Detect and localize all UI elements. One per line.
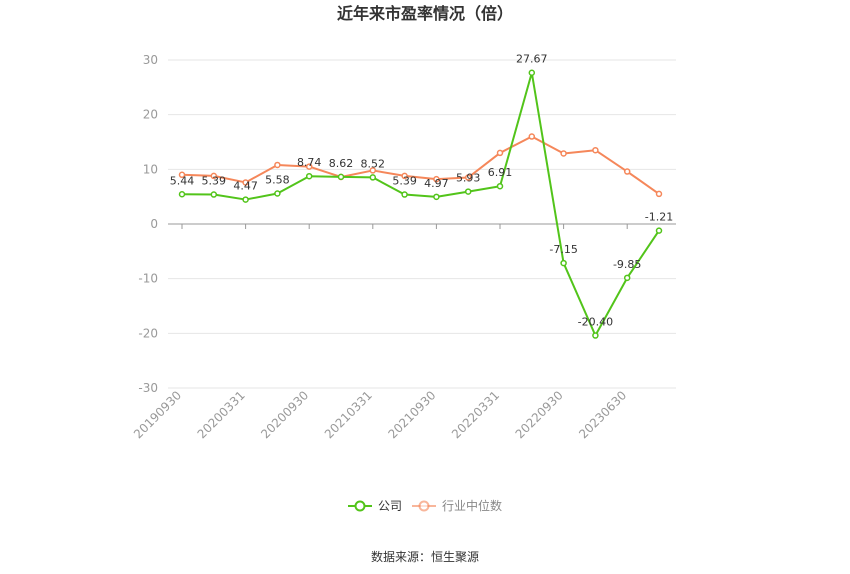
industry-median-point[interactable] — [305, 163, 313, 170]
data-label: 27.67 — [516, 53, 548, 66]
y-tick-label: -30 — [138, 381, 158, 395]
legend-item-company[interactable]: 公司 — [348, 499, 402, 513]
x-tick-label: 20210930 — [385, 388, 438, 441]
data-label: 8.74 — [297, 156, 322, 169]
industry-median-point[interactable] — [210, 172, 218, 180]
y-tick-label: 20 — [143, 108, 158, 122]
data-label: 5.39 — [392, 175, 417, 188]
company-point[interactable] — [242, 196, 249, 203]
x-tick-label: 20220331 — [449, 388, 502, 441]
x-tick-label: 20210331 — [322, 388, 375, 441]
series-layer — [178, 69, 663, 339]
industry-median-point[interactable] — [274, 161, 281, 169]
data-label: -7.15 — [549, 243, 577, 256]
data-label: -1.21 — [645, 211, 673, 224]
data-label: 5.58 — [265, 173, 290, 186]
y-tick-label: 0 — [150, 217, 158, 231]
industry-median-point[interactable] — [401, 172, 408, 180]
legend-label: 公司 — [378, 499, 402, 513]
data-label: 8.62 — [329, 157, 354, 170]
industry-median-point[interactable] — [528, 133, 536, 140]
company-point[interactable] — [592, 332, 599, 339]
company-point[interactable] — [496, 182, 504, 190]
source-note: 数据来源：恒生聚源 — [371, 549, 479, 564]
data-labels: 5.44 5.39 4.47 5.58 8.74 8.62 8.52 5.39 4.97 5.93… — [170, 53, 673, 329]
y-tick-label: 10 — [143, 162, 158, 176]
data-label: -20.40 — [578, 316, 613, 329]
y-tick-label: -20 — [138, 326, 158, 340]
company-point[interactable] — [337, 173, 345, 181]
company-point[interactable] — [655, 227, 663, 234]
x-tick-label: 20230630 — [576, 388, 629, 441]
company-point[interactable] — [369, 174, 377, 181]
industry-median-point[interactable] — [655, 190, 663, 198]
data-label: 8.52 — [361, 157, 386, 170]
data-label: 4.47 — [233, 180, 258, 193]
company-point[interactable] — [305, 172, 313, 180]
data-label: 5.39 — [202, 175, 227, 188]
x-axis: 20190930 20200331 20200930 20210331 20210930… — [131, 224, 629, 441]
industry-median-point[interactable] — [623, 168, 631, 175]
company-point[interactable] — [528, 69, 536, 76]
industry-median-point[interactable] — [178, 171, 186, 179]
legend-marker — [418, 500, 430, 512]
company-point[interactable] — [433, 193, 440, 201]
industry-median-point[interactable] — [242, 179, 249, 186]
data-label: 5.44 — [170, 174, 195, 187]
legend[interactable]: 公司 行业中位数 — [348, 498, 502, 513]
company-point[interactable] — [464, 188, 472, 195]
x-tick-label: 20200930 — [258, 388, 311, 441]
company-point[interactable] — [560, 259, 567, 267]
industry-median-line — [181, 135, 660, 195]
industry-median-point[interactable] — [433, 175, 440, 183]
industry-median-point[interactable] — [592, 146, 599, 154]
legend-item-industry-median[interactable]: 行业中位数 — [412, 498, 502, 513]
legend-marker — [354, 500, 366, 512]
industry-median-point[interactable] — [464, 174, 472, 181]
data-label: 4.97 — [424, 177, 449, 190]
company-point[interactable] — [623, 274, 631, 282]
industry-median-point[interactable] — [496, 149, 504, 157]
data-label: -9.85 — [613, 258, 641, 271]
company-point[interactable] — [274, 190, 281, 197]
x-tick-label: 20190930 — [131, 388, 184, 441]
legend-label: 行业中位数 — [442, 498, 502, 513]
data-label: 5.93 — [456, 172, 481, 185]
industry-median-point[interactable] — [369, 167, 377, 174]
chart-title: 近年来市盈率情况（倍） — [337, 4, 513, 23]
company-point[interactable] — [401, 191, 408, 198]
y-axis: 30 20 10 0 -10 -20 -30 — [138, 53, 158, 395]
industry-median-point[interactable] — [560, 150, 567, 157]
company-line — [181, 71, 660, 337]
y-tick-label: 30 — [143, 53, 158, 67]
y-tick-label: -10 — [138, 272, 158, 286]
grid — [168, 59, 676, 389]
x-tick-label: 20200331 — [195, 388, 248, 441]
company-point[interactable] — [210, 191, 218, 198]
company-point[interactable] — [178, 191, 186, 198]
x-tick-label: 20220930 — [513, 388, 566, 441]
data-label: 6.91 — [488, 166, 513, 179]
